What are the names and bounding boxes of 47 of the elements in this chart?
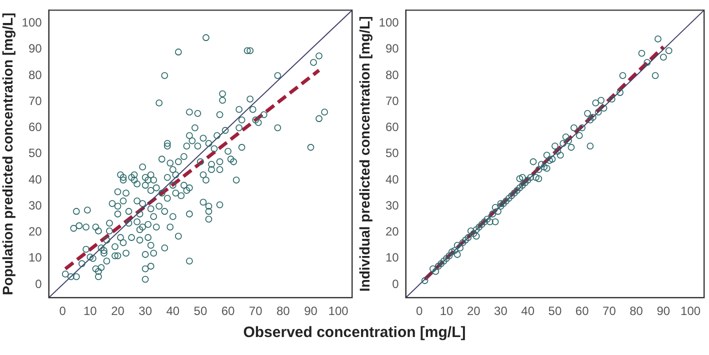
- x-tick-label: 70: [602, 304, 616, 318]
- y-tick-label: 10: [28, 250, 42, 265]
- y-tick-label: 90: [385, 42, 400, 56]
- x-tick-label: 70: [248, 304, 263, 318]
- x-tick-label: 0: [59, 304, 66, 318]
- x-tick-label: 40: [521, 304, 535, 318]
- x-tick-label: 30: [494, 304, 508, 318]
- y-tick-label: 30: [28, 198, 42, 212]
- y-tick-label: 100: [378, 16, 400, 30]
- y-tick-label: 60: [28, 120, 42, 134]
- y-tick-label: 50: [28, 146, 42, 160]
- y-tick-label: 50: [385, 146, 400, 160]
- y-tick-label: 70: [385, 94, 400, 108]
- y-tick-label: 0: [392, 276, 400, 291]
- y-tick-label: 80: [385, 68, 400, 82]
- x-tick-label: 20: [111, 304, 125, 318]
- y-tick-label: 40: [385, 172, 400, 186]
- y-tick-label: 90: [28, 42, 42, 56]
- x-tick-label: 0: [416, 304, 424, 318]
- x-tick-label: 80: [276, 304, 290, 318]
- x-tick-label: 90: [656, 304, 670, 318]
- y-tick-label: 40: [28, 172, 42, 186]
- y-axis-title: Population predicted concentration [mg/L]: [0, 12, 16, 296]
- x-tick-label: 20: [466, 304, 481, 318]
- x-tick-label: 60: [221, 304, 236, 318]
- x-tick-label: 60: [575, 304, 590, 318]
- y-axis-title: Individual predicted concentration [mg/L]: [356, 16, 372, 292]
- y-tick-label: 80: [28, 68, 42, 82]
- x-tick-label: 10: [84, 304, 98, 318]
- x-tick-label: 50: [548, 304, 562, 318]
- y-tick-label: 100: [22, 16, 42, 30]
- x-axis-title: Observed concentration [mg/L]: [242, 324, 467, 341]
- x-tick-label: 90: [304, 304, 318, 318]
- y-tick-label: 70: [28, 94, 42, 108]
- x-tick-label: 100: [328, 304, 349, 318]
- y-tick-label: 30: [385, 198, 400, 212]
- x-tick-label: 30: [138, 304, 152, 318]
- x-tick-label: 50: [194, 304, 208, 318]
- x-tick-label: 80: [630, 304, 644, 318]
- x-tick-label: 40: [166, 304, 180, 318]
- y-tick-label: 0: [35, 276, 42, 291]
- x-tick-label: 10: [440, 304, 454, 318]
- y-tick-label: 20: [385, 224, 400, 239]
- y-tick-label: 20: [28, 224, 42, 239]
- x-tick-label: 100: [680, 304, 701, 318]
- y-tick-label: 60: [385, 120, 400, 134]
- y-tick-label: 10: [385, 250, 400, 265]
